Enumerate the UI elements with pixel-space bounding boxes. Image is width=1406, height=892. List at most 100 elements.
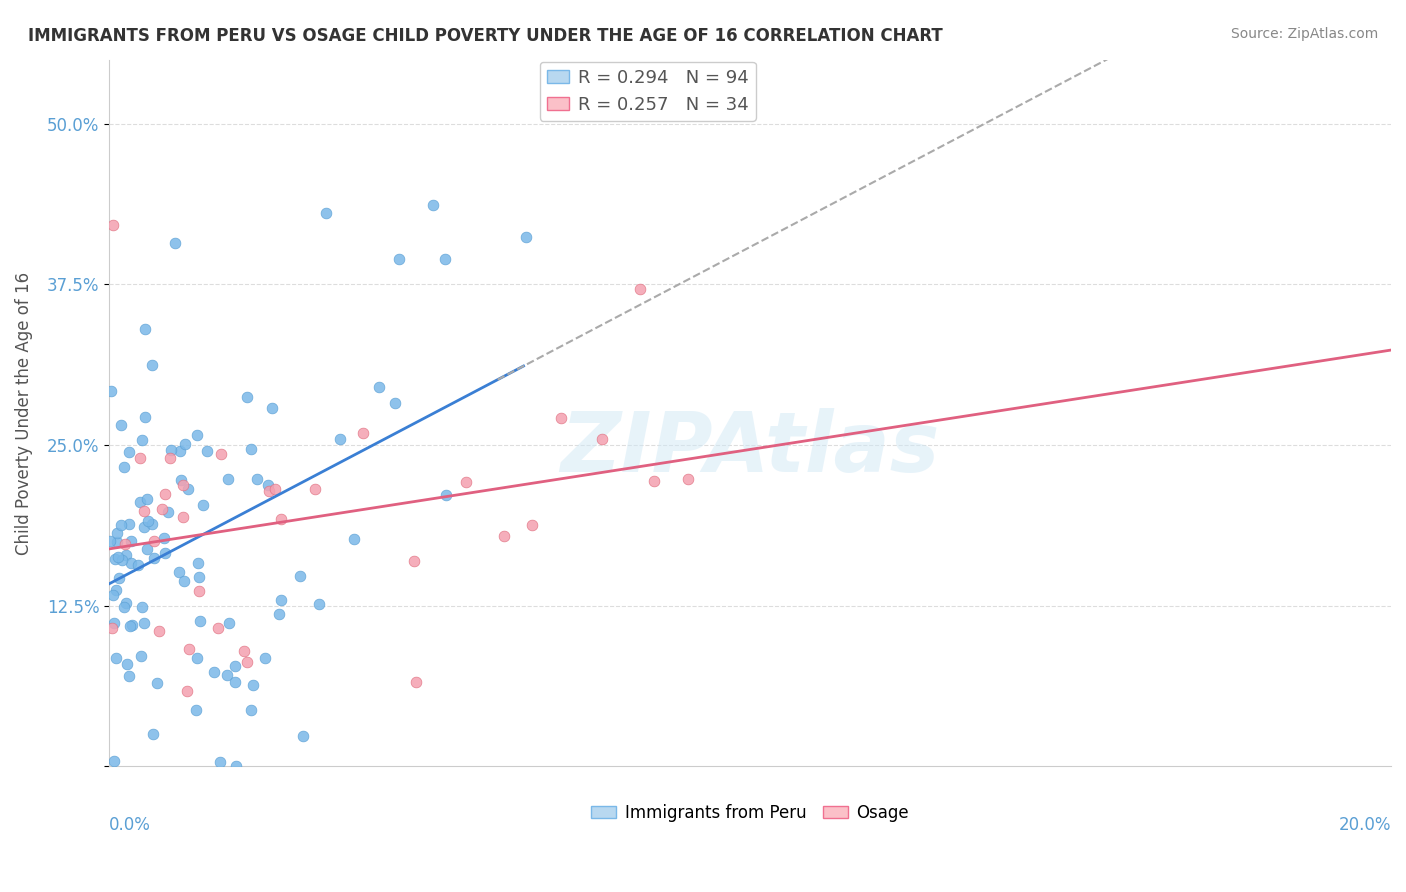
Point <box>253 651 276 665</box>
Point <box>98 533 121 548</box>
Point <box>129 450 152 465</box>
Point <box>188 570 211 584</box>
Point <box>145 676 167 690</box>
Point <box>260 401 283 416</box>
Point <box>343 532 366 546</box>
Point <box>118 517 141 532</box>
Point <box>384 396 406 410</box>
Point <box>236 655 259 669</box>
Point <box>257 477 280 491</box>
Point <box>118 669 141 683</box>
Point <box>148 624 170 638</box>
Point <box>290 569 312 583</box>
Text: 0.0%: 0.0% <box>110 816 150 834</box>
Point <box>367 380 389 394</box>
Point <box>159 450 181 465</box>
Point <box>240 442 263 456</box>
Point <box>240 703 263 717</box>
Point <box>329 432 352 446</box>
Point <box>267 607 290 622</box>
Point <box>264 482 287 496</box>
Point <box>115 657 138 671</box>
Text: Source: ZipAtlas.com: Source: ZipAtlas.com <box>1230 27 1378 41</box>
Point <box>186 650 208 665</box>
Point <box>207 621 229 635</box>
Point <box>184 703 207 717</box>
Point <box>191 498 214 512</box>
Point <box>643 475 665 489</box>
Point <box>114 549 136 563</box>
Point <box>169 443 191 458</box>
Point <box>235 390 257 404</box>
Point <box>143 534 166 549</box>
Point <box>224 675 246 690</box>
Point <box>404 554 426 568</box>
Point <box>172 478 194 492</box>
Text: IMMIGRANTS FROM PERU VS OSAGE CHILD POVERTY UNDER THE AGE OF 16 CORRELATION CHAR: IMMIGRANTS FROM PERU VS OSAGE CHILD POVE… <box>28 27 943 45</box>
Point <box>107 549 129 564</box>
Point <box>628 282 651 296</box>
Point <box>179 642 201 657</box>
Text: 20.0%: 20.0% <box>1339 816 1391 834</box>
Point <box>246 471 269 485</box>
Text: ZIPAtlas: ZIPAtlas <box>561 408 939 489</box>
Point <box>150 502 173 516</box>
Point <box>591 432 613 446</box>
Point <box>167 566 190 580</box>
Point <box>114 536 136 550</box>
Point <box>104 552 127 566</box>
Legend: Immigrants from Peru, Osage: Immigrants from Peru, Osage <box>585 797 915 829</box>
Point <box>105 534 128 549</box>
Point <box>308 597 330 611</box>
Point <box>352 425 374 440</box>
Point <box>110 518 132 533</box>
Point <box>177 482 200 496</box>
Point <box>422 198 444 212</box>
Point <box>110 418 132 433</box>
Point <box>172 510 194 524</box>
Point <box>104 651 127 665</box>
Point <box>132 504 155 518</box>
Point <box>195 444 218 458</box>
Point <box>405 675 427 690</box>
Point <box>141 517 163 532</box>
Point <box>128 495 150 509</box>
Point <box>152 531 174 545</box>
Point <box>103 755 125 769</box>
Point <box>257 483 280 498</box>
Point <box>232 644 254 658</box>
Point <box>156 505 179 519</box>
Point <box>186 428 208 442</box>
Point <box>176 683 198 698</box>
Point <box>134 321 156 335</box>
Point <box>187 556 209 570</box>
Point <box>434 252 457 267</box>
Point <box>117 445 139 459</box>
Point <box>112 600 135 615</box>
Point <box>120 534 142 549</box>
Point <box>129 648 152 663</box>
Point <box>202 665 225 680</box>
Point <box>153 546 176 560</box>
Point <box>434 488 457 502</box>
Point <box>550 410 572 425</box>
Point <box>454 475 477 490</box>
Point <box>163 235 186 250</box>
Point <box>100 621 122 635</box>
Point <box>218 616 240 631</box>
Point <box>304 482 326 496</box>
Point <box>209 755 232 769</box>
Point <box>136 541 159 556</box>
Point <box>136 491 159 506</box>
Point <box>170 473 193 487</box>
Point <box>492 529 515 543</box>
Point <box>520 518 543 533</box>
Point <box>315 205 337 219</box>
Point <box>153 486 176 500</box>
Point <box>134 519 156 533</box>
Point <box>242 678 264 692</box>
Point <box>225 759 247 773</box>
Point <box>121 618 143 632</box>
Point <box>388 252 411 266</box>
Point <box>100 384 122 398</box>
